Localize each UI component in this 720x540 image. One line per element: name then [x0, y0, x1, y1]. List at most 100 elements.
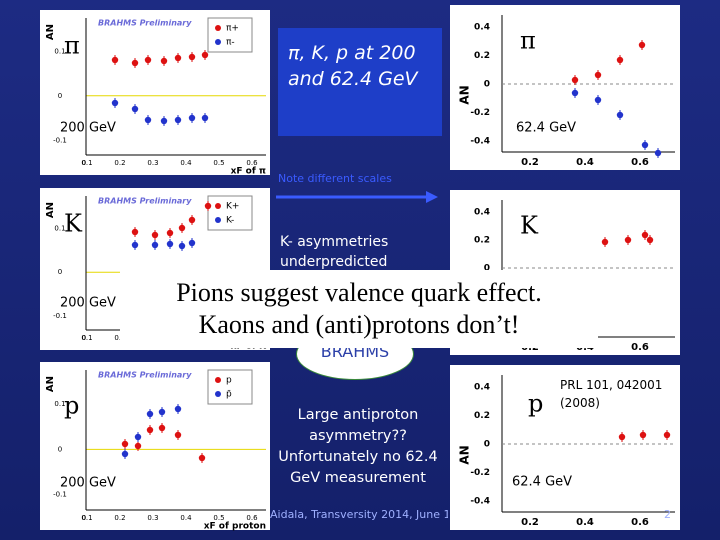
energy: 200 GeV: [60, 476, 116, 491]
marker: [174, 405, 182, 413]
y-tick-label: 0.4: [474, 23, 490, 33]
marker: [188, 53, 196, 61]
y-tick-label: 0: [58, 445, 62, 453]
x-tick-label: 0: [82, 159, 86, 167]
note: Note different scales: [278, 172, 392, 185]
panel-label: p: [64, 392, 79, 420]
title-box: π, K, p at 200 and 62.4 GeV: [278, 28, 442, 136]
marker: [188, 239, 196, 247]
x-tick-label: 0.6: [631, 517, 649, 528]
y-tick-label: 0: [484, 80, 490, 90]
marker: [624, 236, 632, 244]
energy: 200 GeV: [60, 296, 116, 311]
y-tick-label: -0.1: [53, 491, 67, 499]
legend: [207, 369, 253, 405]
x-tick-label: 0.3: [147, 514, 158, 522]
y-tick-label: 0.2: [474, 411, 490, 421]
arrow: [276, 191, 438, 203]
panel-label: K: [520, 212, 539, 240]
x-tick-label: 0.1: [81, 514, 92, 522]
marker: [111, 56, 119, 64]
panel: [450, 5, 680, 170]
marker: [201, 51, 209, 59]
conclusion-line: Pions suggest valence quark effect.: [176, 278, 542, 307]
marker: [131, 241, 139, 249]
marker: [174, 116, 182, 124]
marker: [121, 450, 129, 458]
marker: [131, 105, 139, 113]
panel-label: p: [528, 390, 543, 418]
marker: [174, 54, 182, 62]
reference-line: PRL 101, 042001: [560, 378, 662, 392]
y-tick-label: -0.2: [470, 108, 490, 118]
x-tick-label: 0.5: [213, 159, 224, 167]
legend: [207, 195, 253, 231]
x-tick-label: 0: [82, 334, 86, 342]
marker: [166, 229, 174, 237]
y-tick-label: 0.1: [54, 47, 65, 55]
marker: [594, 96, 602, 104]
marker: [571, 89, 579, 97]
y-tick-label: -0.4: [470, 497, 490, 507]
marker: [121, 440, 129, 448]
reference: PRL 101, 042001 (2008): [560, 378, 662, 410]
marker: [131, 228, 139, 236]
marker: [188, 114, 196, 122]
marker: [151, 241, 159, 249]
energy: 200 GeV: [60, 121, 116, 136]
y-title: AN: [45, 24, 56, 40]
marker: [571, 76, 579, 84]
marker: [641, 141, 649, 149]
x-title: xF of π: [231, 167, 266, 177]
x-tick-label: 0.4: [576, 157, 594, 168]
marker: [616, 111, 624, 119]
marker: [158, 424, 166, 432]
y-tick-label: -0.4: [470, 137, 490, 147]
header: BRAHMS Preliminary: [98, 371, 192, 380]
marker: [594, 71, 602, 79]
marker: [144, 56, 152, 64]
legend: [207, 17, 253, 53]
legend-marker: [215, 203, 221, 209]
header: BRAHMS Preliminary: [98, 197, 192, 206]
panel-label: π: [64, 32, 80, 60]
y-tick-label: 0.4: [474, 383, 490, 393]
y-tick-label: 0: [58, 92, 62, 100]
x-tick-label: 0.1: [81, 334, 92, 342]
legend-label: π+: [226, 24, 239, 34]
marker: [198, 454, 206, 462]
x-tick-label: 0.6: [631, 342, 649, 353]
marker: [646, 236, 654, 244]
marker: [204, 202, 212, 210]
y-tick-label: -0.2: [470, 468, 490, 478]
y-title: AN: [45, 376, 56, 392]
energy: 62.4 GeV: [512, 475, 572, 490]
legend-label: K+: [226, 202, 239, 212]
x-tick-label: 0.2: [521, 157, 539, 168]
marker: [178, 242, 186, 250]
marker: [146, 426, 154, 434]
marker: [158, 408, 166, 416]
panel: [450, 365, 680, 530]
legend-marker: [215, 391, 221, 397]
x-tick-label: 0.6: [246, 514, 258, 522]
marker: [663, 431, 671, 439]
x-tick-label: 0.2: [114, 159, 125, 167]
footer: Aidala, Transversity 2014, June 13, 2014: [270, 508, 448, 521]
marker: [131, 59, 139, 67]
y-tick-label: 0.2: [474, 236, 490, 246]
marker: [151, 231, 159, 239]
marker: [160, 117, 168, 125]
marker: [654, 149, 662, 157]
y-tick-label: 0.1: [54, 225, 65, 233]
panel-label: K: [64, 210, 83, 238]
x-tick-label: 0.4: [576, 517, 594, 528]
marker: [134, 433, 142, 441]
y-title: AN: [45, 202, 56, 218]
marker: [201, 114, 209, 122]
legend-label: p: [226, 376, 232, 386]
x-tick-label: 0.5: [213, 514, 224, 522]
x-tick-label: 0.6: [631, 157, 649, 168]
y-title: AN: [458, 445, 472, 464]
